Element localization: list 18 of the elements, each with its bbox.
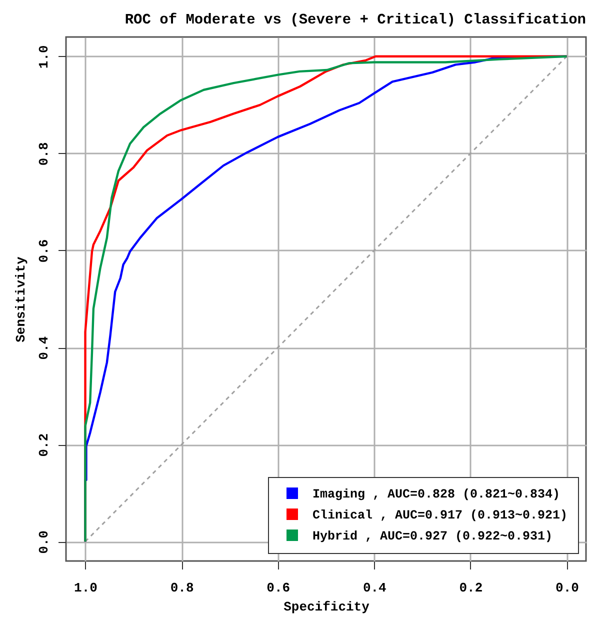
- x-tick-label: 0.8: [170, 580, 194, 596]
- x-tick-label: 0.2: [459, 580, 483, 596]
- x-axis-title: Specificity: [284, 600, 370, 614]
- legend-label: Hybrid , AUC=0.927 (0.922~0.931): [312, 529, 553, 544]
- legend-label: Clinical , AUC=0.917 (0.913~0.921): [312, 508, 568, 522]
- x-tick-label: 0.4: [362, 580, 387, 596]
- y-tick-label: 0.8: [36, 142, 52, 166]
- chart-title: ROC of Moderate vs (Severe + Critical) Classification: [124, 12, 586, 28]
- y-tick-label: 0.0: [36, 530, 52, 554]
- y-tick-label: 0.2: [36, 433, 52, 457]
- x-tick-label: 0.6: [266, 580, 290, 596]
- y-tick-label: 0.4: [36, 336, 52, 360]
- y-tick-label: 0.6: [36, 239, 52, 263]
- x-tick-label: 1.0: [74, 580, 98, 596]
- y-tick-label: 1.0: [36, 45, 52, 69]
- legend-label: Imaging , AUC=0.828 (0.821~0.834): [312, 487, 560, 502]
- y-axis-title: Sensitivity: [14, 256, 28, 342]
- x-tick-label: 0.0: [556, 580, 580, 596]
